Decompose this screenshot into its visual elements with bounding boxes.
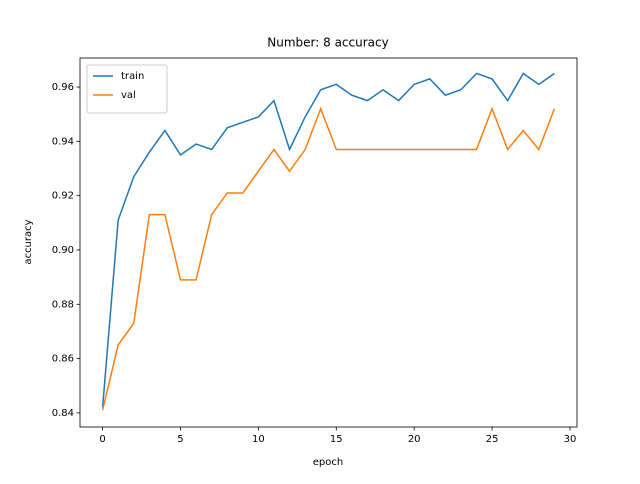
y-tick-label: 0.94 [52,136,74,147]
y-tick-label: 0.90 [52,245,74,256]
line-train [101,72,555,408]
x-axis-label: epoch [313,457,343,468]
legend-label: train [121,71,144,82]
chart-title: Number: 8 accuracy [267,36,388,50]
x-tick-label: 20 [408,434,421,445]
y-tick-label: 0.84 [52,408,74,419]
legend-box [86,64,168,114]
x-tick-label: 30 [564,434,577,445]
x-tick-label: 15 [330,434,343,445]
x-tick-label: 10 [252,434,265,445]
x-tick-label: 0 [99,434,105,445]
plot-frame [79,57,578,428]
x-tick-label: 25 [486,434,499,445]
line-val [101,106,556,411]
y-tick-label: 0.92 [52,191,74,202]
legend-label: val [121,90,136,101]
y-tick-label: 0.88 [52,299,74,310]
x-tick-label: 5 [177,434,183,445]
y-tick-label: 0.96 [52,82,74,93]
y-tick-label: 0.86 [52,354,74,365]
y-axis-label: accuracy [23,219,34,264]
